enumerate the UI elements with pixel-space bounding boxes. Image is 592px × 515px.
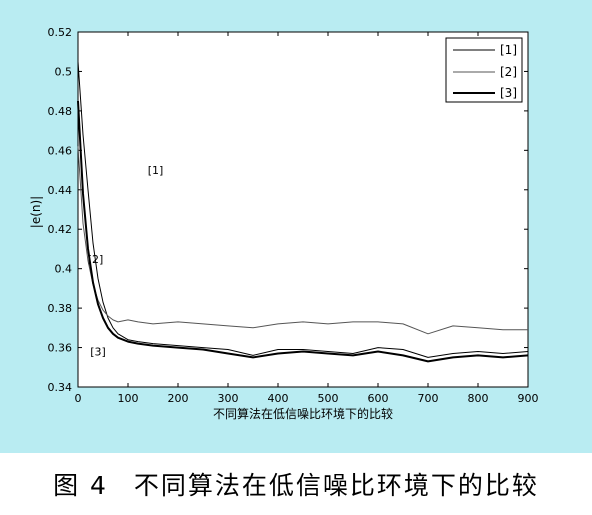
x-tick-label-3: 300: [218, 392, 239, 405]
legend-box: [445, 37, 523, 103]
y-tick-label-3: 0.4: [55, 263, 73, 276]
x-tick-label-8: 800: [468, 392, 489, 405]
x-tick-label-5: 500: [318, 392, 339, 405]
annotation-layer: [1] [2] [3]: [88, 164, 164, 358]
legend: [1] [2] [3]: [445, 37, 523, 103]
y-tick-label-4: 0.42: [48, 223, 73, 236]
x-tick-label-0: 0: [75, 392, 82, 405]
y-tick-label-8: 0.5: [55, 65, 73, 78]
y-tick-label-9: 0.52: [48, 26, 73, 39]
x-tick-label-1: 100: [118, 392, 139, 405]
x-axis-label: 不同算法在低信噪比环境下的比较: [213, 406, 393, 421]
x-tick-label-4: 400: [268, 392, 289, 405]
legend-label-3: [3]: [500, 86, 517, 100]
y-axis-label: |e(n)|: [29, 196, 43, 228]
y-tick-label-1: 0.36: [48, 342, 73, 355]
annotation-label-1: [1]: [148, 164, 164, 177]
y-tick-label-5: 0.44: [48, 184, 73, 197]
figure-caption-text: 不同算法在低信噪比环境下的比较: [133, 471, 539, 500]
legend-label-1: [1]: [500, 43, 517, 57]
x-tick-label-9: 900: [518, 392, 539, 405]
figure-label: 图 4: [53, 471, 108, 500]
legend-label-2: [2]: [500, 65, 517, 79]
axes-ticks: 0 100 200 300 400 500 600 700 800 900 0.34 0.36 0.38…: [48, 26, 539, 405]
series-line-3: [77, 100, 529, 363]
y-tick-label-2: 0.38: [48, 302, 73, 315]
x-tick-label-6: 600: [368, 392, 389, 405]
y-tick-label-7: 0.48: [48, 105, 73, 118]
chart-panel: 0 100 200 300 400 500 600 700 800 900 0.34 0.36 0.38…: [0, 0, 592, 453]
y-tick-label-6: 0.46: [48, 144, 73, 157]
x-tick-label-7: 700: [418, 392, 439, 405]
figure-caption: 图 4 不同算法在低信噪比环境下的比较: [0, 466, 592, 502]
annotation-label-3: [3]: [90, 345, 106, 358]
y-tick-label-0: 0.34: [48, 381, 73, 394]
series-line-1: [77, 61, 529, 358]
series-line-2: [77, 146, 528, 335]
line-chart: 0 100 200 300 400 500 600 700 800 900 0.34 0.36 0.38…: [29, 26, 539, 421]
annotation-label-2: [2]: [88, 253, 104, 266]
series-layer: [77, 61, 529, 363]
x-tick-label-2: 200: [168, 392, 189, 405]
